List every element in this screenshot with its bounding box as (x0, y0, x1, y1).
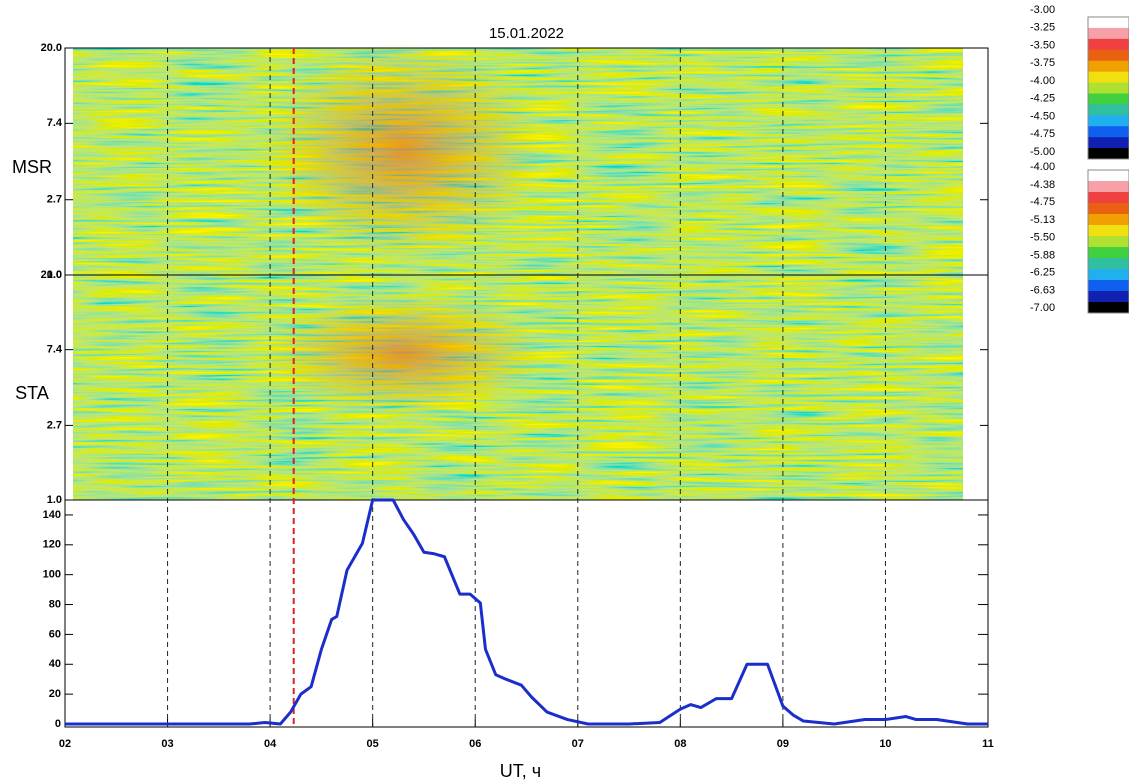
x-tick-label: 06 (469, 738, 481, 750)
x-tick-label: 02 (59, 738, 71, 750)
colorbar-swatch (1088, 82, 1129, 94)
y-tick-label: 1.0 (47, 494, 62, 506)
y-tick-label: 120 (43, 539, 61, 551)
colorbar-label: -4.50 (1030, 110, 1055, 122)
colorbar-swatch (1088, 236, 1129, 248)
x-tick-label: 08 (674, 738, 686, 750)
colorbar-label: -5.13 (1030, 214, 1055, 226)
x-tick-label: 10 (879, 738, 891, 750)
x-tick-label: 09 (777, 738, 789, 750)
y-tick-label: 20.0 (41, 42, 62, 54)
colorbar-swatch (1088, 104, 1129, 116)
colorbar-swatch (1088, 269, 1129, 281)
x-tick-label: 04 (264, 738, 277, 750)
colorbar-label: -4.25 (1030, 93, 1055, 105)
colorbar-label: -3.25 (1030, 22, 1055, 34)
colorbar-swatch (1088, 203, 1129, 215)
colorbar-label: -3.50 (1030, 39, 1055, 51)
x-tick-label: 03 (161, 738, 173, 750)
colorbar-swatch (1088, 148, 1129, 160)
colorbar-swatch (1088, 60, 1129, 73)
colorbar-swatch (1088, 214, 1129, 226)
colorbar-label: -5.88 (1030, 249, 1055, 261)
colorbar-frame (1087, 169, 1129, 314)
colorbar-swatch (1088, 49, 1129, 62)
panel-label: MSR (12, 157, 52, 177)
colorbar-swatch (1088, 302, 1129, 314)
colorbar-swatch (1088, 38, 1129, 51)
y-tick-label: 7.4 (47, 344, 63, 356)
colorbar-label: -4.00 (1030, 75, 1055, 87)
colorbar-swatch (1088, 258, 1129, 270)
colorbar-label: -3.75 (1030, 57, 1055, 69)
colorbar-swatch (1088, 181, 1129, 193)
colorbar-swatch (1088, 17, 1129, 29)
y-tick-label: 80 (49, 598, 61, 610)
colorbar-swatch (1088, 170, 1129, 182)
panel-label: STA (15, 383, 49, 403)
y-tick-label: 7.4 (47, 117, 63, 129)
intensity-patch (263, 40, 544, 261)
colorbar-label: -4.00 (1030, 161, 1055, 173)
y-tick-label: 2.7 (47, 194, 62, 206)
y-tick-label: 20 (49, 688, 61, 700)
colorbar-swatch (1088, 93, 1129, 105)
colorbar-swatch (1088, 137, 1129, 149)
colorbar-swatch (1088, 27, 1129, 40)
colorbar-swatch (1088, 126, 1129, 138)
panel-frame (64, 499, 989, 728)
chart-title: 15.01.2022 (489, 25, 564, 42)
colorbar-frame (1087, 16, 1129, 160)
colorbar-label: -6.63 (1030, 285, 1055, 297)
colorbar-label: -4.75 (1030, 128, 1055, 140)
y-tick-label: 60 (49, 628, 61, 640)
colorbar-swatch (1088, 71, 1129, 84)
colorbar-label: -6.25 (1030, 267, 1055, 279)
y-tick-label: 140 (43, 509, 61, 521)
colorbar-swatch (1088, 280, 1129, 292)
colorbar-label: -7.00 (1030, 302, 1055, 314)
y-tick-label: 1.0 (47, 269, 62, 281)
data-line (65, 498, 988, 726)
y-tick-label: 2.7 (47, 419, 62, 431)
colorbar-swatch (1088, 192, 1129, 204)
x-tick-label: 07 (572, 738, 584, 750)
colorbar-label: -4.38 (1030, 179, 1055, 191)
colorbar-label: -4.75 (1030, 196, 1055, 208)
y-tick-label: 40 (49, 658, 61, 670)
colorbar-swatch (1088, 115, 1129, 127)
colorbar-label: -5.00 (1030, 146, 1055, 158)
y-tick-label: 20.0 (41, 269, 62, 281)
intensity-patch (263, 293, 544, 414)
colorbar-swatch (1088, 291, 1129, 303)
colorbar-label: -3.00 (1030, 4, 1055, 16)
x-tick-label: 05 (367, 738, 379, 750)
colorbar-swatch (1088, 247, 1129, 259)
y-tick-label: 100 (43, 569, 61, 581)
colorbar-label: -5.50 (1030, 231, 1055, 243)
colorbar-swatch (1088, 225, 1129, 237)
y-tick-label: 0 (55, 718, 61, 730)
x-tick-label: 11 (982, 738, 994, 750)
x-axis-label: UT, ч (500, 761, 541, 781)
